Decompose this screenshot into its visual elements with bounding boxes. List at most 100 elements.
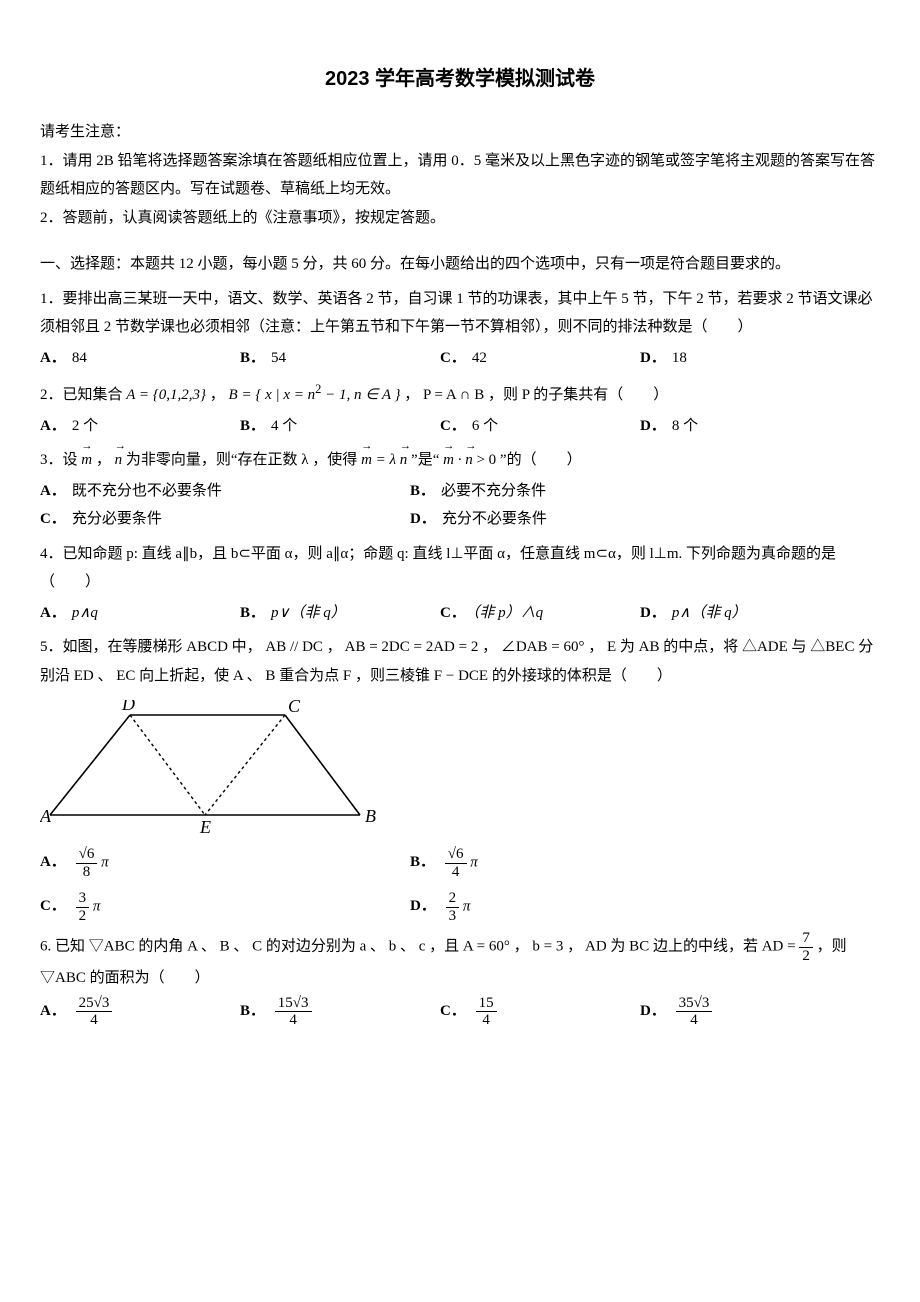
seg-DE [130,715,205,815]
q5-text: 5．如图，在等腰梯形 ABCD 中， AB // DC ， AB = 2DC =… [40,639,873,684]
q3-opt-d: D．充分不必要条件 [410,505,780,534]
notice-2: 2．答题前，认真阅读答题纸上的《注意事项》，按规定答题。 [40,204,880,233]
q4-text: 4．已知命题 p: 直线 a∥b，且 b⊂平面 α，则 a∥α；命题 q: 直线… [40,546,836,591]
q6-opt-b: B． 15√34 [240,995,440,1029]
q3-vec-m3: m [443,446,454,475]
q6-options: A． 25√34 B． 15√34 C． 154 D． 35√34 [40,995,880,1029]
q1-opt-a: A．84 [40,344,240,373]
q3-opt-b: B．必要不充分条件 [410,477,780,506]
question-5: 5．如图，在等腰梯形 ABCD 中， AB // DC ， AB = 2DC =… [40,633,880,690]
q3-a-val: 既不充分也不必要条件 [72,483,222,499]
q6-a-den: 4 [76,1012,113,1029]
q3-mid2: 为非零向量，则“存在正数 λ ，使得 [126,452,361,468]
q2-opt-b: B．4 个 [240,412,440,441]
q5-figure: A B D C E [40,700,880,840]
label-B: B [365,806,376,826]
q1-opt-b: B．54 [240,344,440,373]
q3-mid1: ， [96,452,115,468]
q2-setB-open: B = { x | x = n [229,387,316,403]
q2-opt-a: A．2 个 [40,412,240,441]
q3-vec-m2: m [361,446,372,475]
q5-c-num: 3 [76,890,90,908]
q4-options: A．p∧q B．p∨（非 q） C．（非 p）∧q D．p∧（非 q） [40,599,880,628]
q3-vec-m1: m [81,446,92,475]
trapezoid-diagram: A B D C E [40,700,380,840]
q2-tail: ， P = A ∩ B ，则 P 的子集共有（ ） [404,387,668,403]
q2-options: A．2 个 B．4 个 C．6 个 D．8 个 [40,412,880,441]
q4-a-val: p∧q [72,605,98,621]
q6-prefix: 6. 已知 ▽ABC 的内角 A 、 B 、 C 的对边分别为 a 、 b 、 … [40,938,799,954]
question-4: 4．已知命题 p: 直线 a∥b，且 b⊂平面 α，则 a∥α；命题 q: 直线… [40,540,880,597]
q3-opt-c: C．充分必要条件 [40,505,410,534]
q3-prefix: 3．设 [40,452,81,468]
q4-b-val: p∨（非 q） [271,605,346,621]
q1-opt-c: C．42 [440,344,640,373]
q5-d-tail: π [463,898,471,914]
label-E: E [199,817,211,837]
q1-c-val: 42 [472,350,487,366]
q3-b-val: 必要不充分条件 [441,483,546,499]
q5-options: A． √68 π B． √64 π C． 32 π D． 23 π [40,846,880,924]
q5-c-tail: π [93,898,101,914]
q5-opt-c: C． 32 π [40,890,410,924]
q6-opt-c: C． 154 [440,995,640,1029]
q6-frac-num: 7 [799,930,813,948]
q3-dot: · [458,452,466,468]
q1-d-val: 18 [672,350,687,366]
q3-vec-n2: n [400,446,408,475]
q6-opt-d: D． 35√34 [640,995,840,1029]
q3-vec-n3: n [465,446,473,475]
q6-b-den: 4 [275,1012,312,1029]
q3-c-val: 充分必要条件 [72,511,162,527]
q2-opt-d: D．8 个 [640,412,840,441]
question-1: 1．要排出高三某班一天中，语文、数学、英语各 2 节，自习课 1 节的功课表，其… [40,285,880,342]
q5-b-tail: π [470,854,478,870]
q2-mid: ， [210,387,225,403]
q6-c-num: 15 [476,995,497,1013]
question-6: 6. 已知 ▽ABC 的内角 A 、 B 、 C 的对边分别为 a 、 b 、 … [40,930,880,993]
label-A: A [40,806,52,826]
q1-b-val: 54 [271,350,286,366]
q5-a-tail: π [101,854,109,870]
q5-c-den: 2 [76,908,90,925]
q5-opt-b: B． √64 π [410,846,780,880]
q4-opt-a: A．p∧q [40,599,240,628]
q3-options: A．既不充分也不必要条件 B．必要不充分条件 C．充分必要条件 D．充分不必要条… [40,477,880,534]
q5-b-num: √6 [445,846,467,864]
q1-options: A．84 B．54 C．42 D．18 [40,344,880,373]
q5-d-den: 3 [446,908,460,925]
q1-text: 1．要排出高三某班一天中，语文、数学、英语各 2 节，自习课 1 节的功课表，其… [40,291,873,336]
seg-CB [285,715,360,815]
q4-opt-b: B．p∨（非 q） [240,599,440,628]
q2-d-val: 8 个 [672,418,698,434]
notice-1: 1．请用 2B 铅笔将选择题答案涂填在答题纸相应位置上，请用 0．5 毫米及以上… [40,147,880,204]
q2-a-val: 2 个 [72,418,98,434]
q2-setA: A = {0,1,2,3} [126,387,206,403]
label-D: D [121,700,135,714]
q3-tail: > 0 ”的（ ） [476,452,581,468]
seg-CE [205,715,285,815]
label-C: C [288,700,301,716]
question-3: 3．设 m ， n 为非零向量，则“存在正数 λ ，使得 m = λ n ”是“… [40,446,880,475]
q5-opt-d: D． 23 π [410,890,780,924]
q5-d-num: 2 [446,890,460,908]
q2-setB-close: − 1, n ∈ A } [321,387,400,403]
q5-a-num: √6 [76,846,98,864]
q6-frac-den: 2 [799,948,813,965]
q1-opt-d: D．18 [640,344,840,373]
q6-d-den: 4 [676,1012,713,1029]
q3-eq: = λ [376,452,396,468]
seg-AD [50,715,130,815]
q6-opt-a: A． 25√34 [40,995,240,1029]
q6-b-num: 15√3 [275,995,312,1013]
section-1-heading: 一、选择题：本题共 12 小题，每小题 5 分，共 60 分。在每小题给出的四个… [40,250,880,279]
q6-d-num: 35√3 [676,995,713,1013]
q3-opt-a: A．既不充分也不必要条件 [40,477,410,506]
q6-a-num: 25√3 [76,995,113,1013]
q1-a-val: 84 [72,350,87,366]
q4-c-val: （非 p）∧q [472,605,543,621]
q2-b-val: 4 个 [271,418,297,434]
q5-a-den: 8 [76,864,98,881]
q2-setB: B = { x | x = n2 − 1, n ∈ A } [229,387,405,403]
q3-mid3: ”是“ [411,452,443,468]
